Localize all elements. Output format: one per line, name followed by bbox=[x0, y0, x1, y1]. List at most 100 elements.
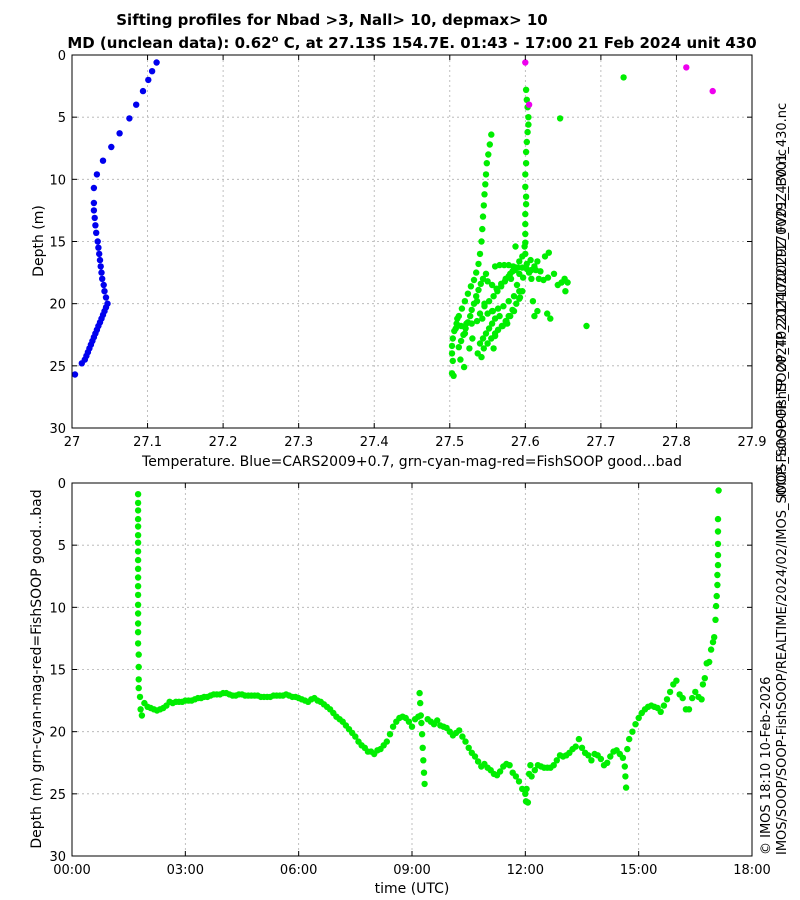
green-data-point bbox=[485, 151, 492, 158]
bottom-panel: 00:00 03:00 06:00 09:00 12:00 15:00 18:00 0 5 10… bbox=[29, 477, 771, 897]
green-data-point bbox=[528, 773, 535, 780]
blue-data-point bbox=[95, 244, 102, 251]
green-data-point bbox=[449, 357, 456, 365]
green-data-point bbox=[604, 759, 611, 766]
green-data-point bbox=[408, 723, 416, 730]
green-data-point bbox=[135, 676, 142, 683]
green-data-point bbox=[476, 310, 484, 317]
green-data-point bbox=[418, 719, 425, 727]
green-data-point bbox=[513, 300, 520, 307]
green-data-point bbox=[479, 335, 487, 342]
blue-data-point bbox=[126, 115, 133, 122]
green-data-point bbox=[547, 315, 554, 322]
green-data-point bbox=[496, 312, 503, 320]
green-data-point bbox=[459, 733, 466, 740]
green-data-point bbox=[462, 738, 469, 745]
green-data-point bbox=[475, 286, 482, 294]
green-data-point bbox=[515, 778, 523, 785]
green-data-point bbox=[480, 345, 487, 352]
blue-data-point bbox=[90, 184, 98, 192]
blue-data-point bbox=[90, 207, 98, 214]
y-tick-label: 30 bbox=[49, 850, 66, 865]
green-data-point bbox=[575, 735, 583, 743]
green-data-point bbox=[505, 298, 512, 305]
green-data-point bbox=[679, 694, 686, 702]
blue-data-point bbox=[98, 269, 105, 276]
green-data-point bbox=[491, 330, 499, 337]
green-data-point bbox=[135, 663, 142, 671]
green-data-point bbox=[657, 708, 664, 715]
x-tick-label: 12:00 bbox=[507, 863, 544, 878]
green-data-point bbox=[134, 583, 142, 590]
green-data-point bbox=[456, 727, 463, 734]
green-data-point bbox=[522, 210, 529, 218]
blue-data-point bbox=[116, 130, 123, 137]
bottom-grid bbox=[72, 483, 752, 856]
green-data-point bbox=[585, 752, 592, 759]
green-data-point bbox=[478, 353, 485, 361]
blue-data-point bbox=[94, 238, 101, 245]
green-data-point bbox=[583, 322, 590, 330]
blue-data-point bbox=[90, 199, 98, 207]
green-data-point bbox=[715, 487, 722, 494]
x-tick-label: 18:00 bbox=[733, 863, 770, 878]
green-data-point bbox=[522, 148, 530, 156]
bottom-y-ticks: 0 5 10 15 20 25 30 bbox=[49, 477, 752, 865]
chart-title-line1: Sifting profiles for Nbad >3, Nall> 10, … bbox=[116, 11, 547, 29]
green-data-point bbox=[483, 160, 490, 167]
green-data-point bbox=[516, 294, 524, 301]
green-data-point bbox=[473, 269, 480, 276]
blue-data-point bbox=[102, 294, 110, 301]
green-data-point bbox=[134, 574, 142, 581]
green-data-point bbox=[418, 731, 426, 738]
green-data-point bbox=[496, 768, 504, 775]
green-data-point bbox=[531, 767, 538, 774]
green-data-point bbox=[493, 285, 500, 292]
x-tick-label: 27.3 bbox=[284, 435, 313, 450]
top-y-ticks: 0 5 10 15 20 25 30 bbox=[49, 49, 752, 437]
green-data-point bbox=[405, 718, 413, 725]
green-data-point bbox=[544, 310, 551, 317]
footer-path: IMOS/SOOP/SOOP-FishSOOP/REALTIME/2024/02… bbox=[775, 149, 790, 855]
green-data-point bbox=[134, 532, 142, 539]
x-tick-label: 27.6 bbox=[511, 435, 540, 450]
green-data-point bbox=[352, 733, 359, 740]
y-tick-label: 15 bbox=[49, 236, 66, 251]
blue-data-point bbox=[145, 76, 152, 84]
green-data-point bbox=[480, 202, 487, 209]
x-tick-label: 06:00 bbox=[280, 863, 317, 878]
y-tick-label: 15 bbox=[49, 664, 66, 679]
green-data-point bbox=[534, 258, 541, 265]
green-data-point bbox=[476, 340, 484, 347]
blue-data-point bbox=[78, 360, 86, 367]
green-data-point bbox=[488, 281, 496, 289]
green-data-point bbox=[135, 651, 142, 658]
blue-data-point bbox=[99, 157, 107, 164]
green-data-point bbox=[699, 681, 707, 688]
green-data-point bbox=[488, 335, 495, 342]
blue-data-point bbox=[100, 281, 107, 289]
green-data-point bbox=[597, 755, 605, 763]
green-data-point bbox=[714, 561, 722, 569]
green-data-point bbox=[468, 320, 475, 327]
y-tick-label: 30 bbox=[49, 422, 66, 437]
blue-data-point bbox=[153, 59, 160, 66]
green-data-point bbox=[522, 230, 529, 238]
green-data-point bbox=[486, 141, 493, 148]
green-data-point bbox=[455, 344, 462, 351]
green-data-point bbox=[511, 266, 518, 274]
green-data-point bbox=[522, 171, 529, 178]
green-data-point bbox=[712, 616, 719, 623]
green-data-point bbox=[420, 769, 428, 776]
y-tick-label: 0 bbox=[58, 49, 66, 64]
green-data-point bbox=[134, 601, 142, 608]
green-data-point bbox=[477, 280, 484, 287]
top-x-axis-label: Temperature. Blue=CARS2009+0.7, grn-cyan… bbox=[141, 454, 682, 470]
green-data-point bbox=[134, 491, 142, 498]
green-data-point bbox=[448, 350, 456, 357]
green-data-point bbox=[673, 677, 680, 684]
blue-data-point bbox=[139, 87, 147, 95]
top-points bbox=[71, 59, 716, 379]
green-data-point bbox=[622, 784, 630, 791]
green-data-point bbox=[475, 260, 482, 268]
